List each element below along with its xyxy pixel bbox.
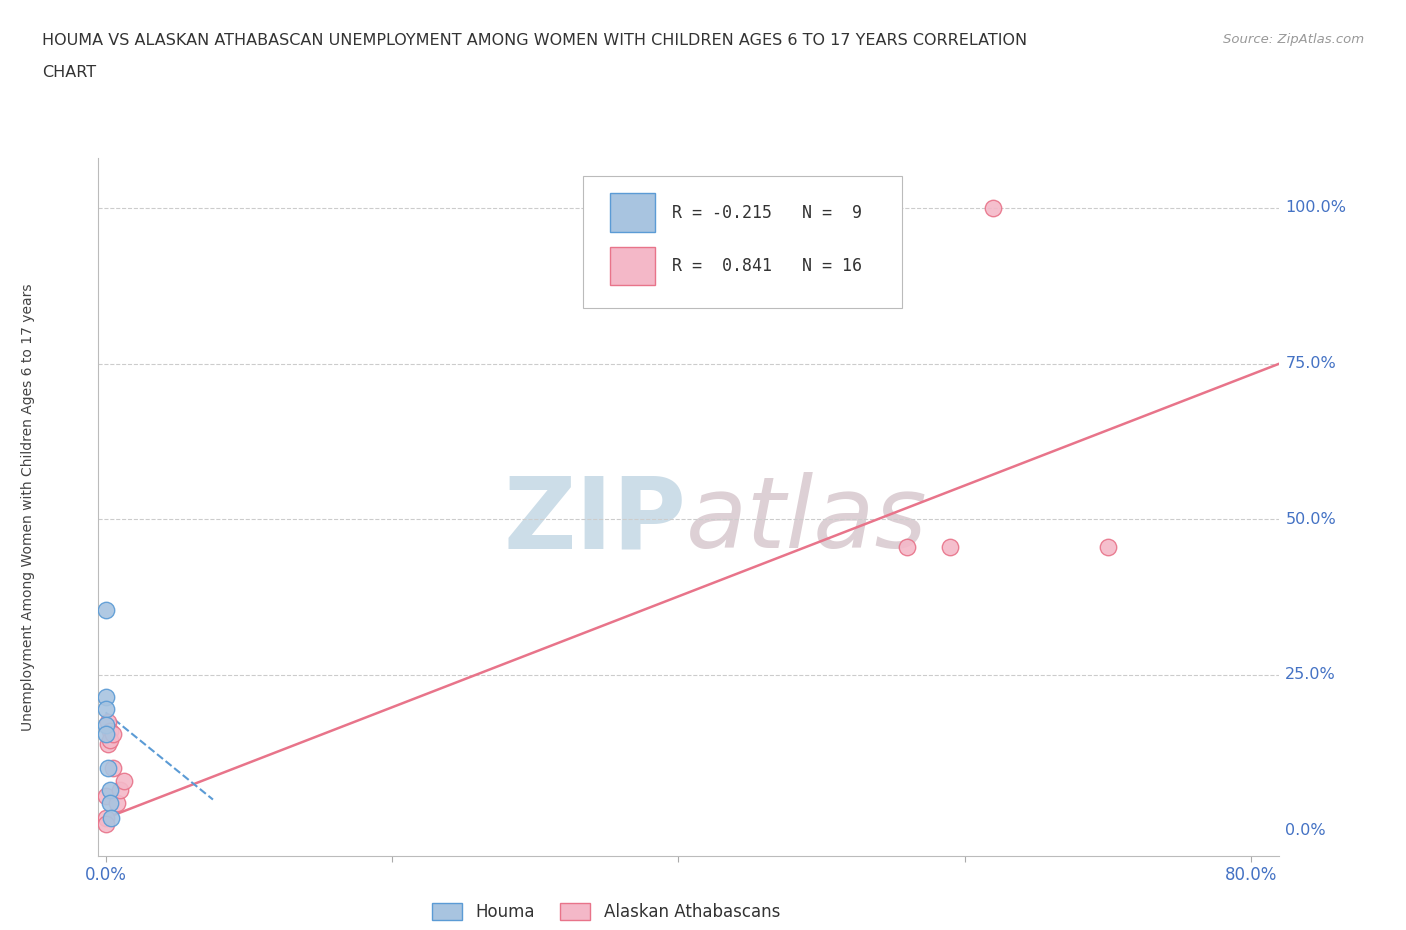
Text: atlas: atlas bbox=[686, 472, 928, 569]
Text: 75.0%: 75.0% bbox=[1285, 356, 1336, 371]
Text: R =  0.841   N = 16: R = 0.841 N = 16 bbox=[672, 258, 862, 275]
Point bbox=[97, 736, 120, 751]
Point bbox=[1097, 540, 1119, 555]
Point bbox=[94, 602, 117, 617]
Point bbox=[97, 714, 120, 729]
Point bbox=[105, 795, 128, 810]
Text: 100.0%: 100.0% bbox=[1285, 201, 1347, 216]
Point bbox=[94, 789, 117, 804]
Legend: Houma, Alaskan Athabascans: Houma, Alaskan Athabascans bbox=[426, 896, 787, 927]
Text: HOUMA VS ALASKAN ATHABASCAN UNEMPLOYMENT AMONG WOMEN WITH CHILDREN AGES 6 TO 17 : HOUMA VS ALASKAN ATHABASCAN UNEMPLOYMENT… bbox=[42, 33, 1028, 47]
Text: 0.0%: 0.0% bbox=[1285, 823, 1326, 838]
Text: R = -0.215   N =  9: R = -0.215 N = 9 bbox=[672, 204, 862, 221]
Point bbox=[981, 201, 1004, 216]
Point bbox=[94, 717, 117, 732]
Point bbox=[94, 702, 117, 717]
Text: Unemployment Among Women with Children Ages 6 to 17 years: Unemployment Among Women with Children A… bbox=[21, 283, 35, 731]
Point bbox=[97, 761, 120, 776]
Text: ZIP: ZIP bbox=[503, 472, 686, 569]
Point bbox=[101, 726, 124, 741]
Point bbox=[939, 540, 962, 555]
Point bbox=[108, 783, 131, 798]
Text: 50.0%: 50.0% bbox=[1285, 512, 1336, 526]
Point bbox=[94, 689, 117, 704]
FancyBboxPatch shape bbox=[610, 193, 655, 232]
Text: 25.0%: 25.0% bbox=[1285, 668, 1336, 683]
Point bbox=[896, 540, 918, 555]
Point bbox=[98, 783, 121, 798]
Point bbox=[100, 811, 122, 826]
Point bbox=[94, 811, 117, 826]
FancyBboxPatch shape bbox=[610, 247, 655, 286]
Point bbox=[112, 774, 135, 789]
Point bbox=[101, 761, 124, 776]
Point bbox=[94, 817, 117, 832]
Text: CHART: CHART bbox=[42, 65, 96, 80]
Point bbox=[98, 724, 121, 738]
Point bbox=[98, 733, 121, 748]
Point bbox=[98, 795, 121, 810]
Text: Source: ZipAtlas.com: Source: ZipAtlas.com bbox=[1223, 33, 1364, 46]
Point bbox=[94, 726, 117, 741]
FancyBboxPatch shape bbox=[582, 176, 901, 308]
